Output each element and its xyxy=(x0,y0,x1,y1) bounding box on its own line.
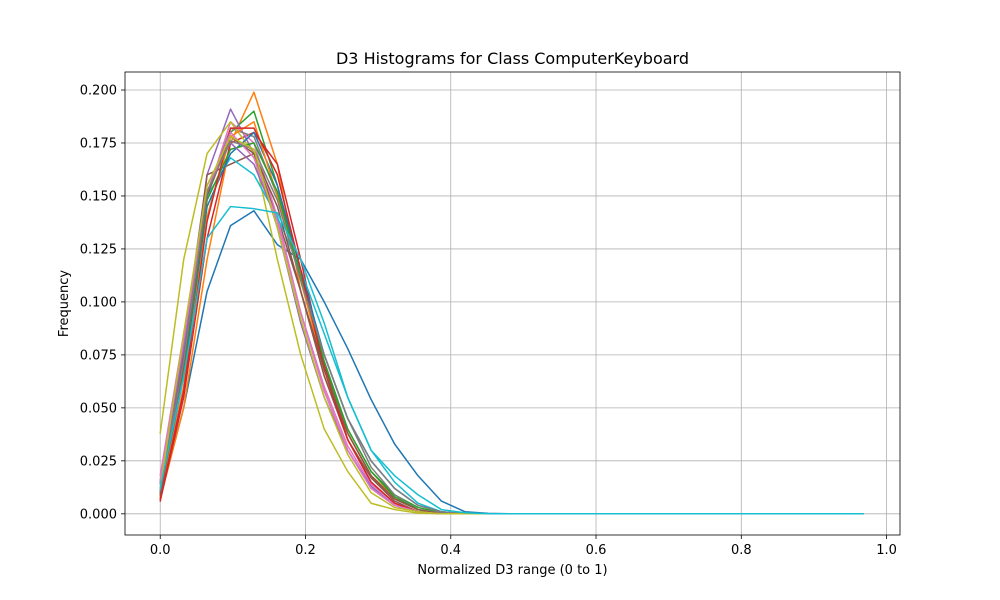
series-line-5 xyxy=(159,108,864,515)
y-tick-label: 0.100 xyxy=(80,295,117,310)
x-tick-label: 0.2 xyxy=(295,543,316,558)
x-tick-label: 0.8 xyxy=(731,543,752,558)
y-tick-label: 0.050 xyxy=(80,401,117,416)
y-tick-label: 0.150 xyxy=(80,189,117,204)
y-tick-label: 0.175 xyxy=(80,136,117,151)
x-axis-label: Normalized D3 range (0 to 1) xyxy=(417,563,607,578)
x-tick-label: 1.0 xyxy=(876,543,897,558)
plot-frame xyxy=(124,71,901,536)
y-tick-label: 0.075 xyxy=(80,348,117,363)
series-line-2 xyxy=(159,91,864,515)
y-tick-label: 0.125 xyxy=(80,242,117,257)
grid xyxy=(125,72,900,535)
series-line-13 xyxy=(159,142,864,515)
x-axis-ticks: 0.0 0.2 0.4 0.6 0.8 1.0 xyxy=(150,535,897,558)
series-line-20 xyxy=(159,205,864,515)
y-tick-label: 0.200 xyxy=(80,84,117,99)
y-tick-label: 0.000 xyxy=(80,507,117,522)
y-tick-label: 0.025 xyxy=(80,454,117,469)
x-tick-label: 0.0 xyxy=(150,543,171,558)
y-axis-ticks: 0.000 0.025 0.050 0.075 0.100 0.125 0.150 0.175… xyxy=(80,84,125,522)
series-line-1 xyxy=(159,210,864,515)
y-axis-label: Frequency xyxy=(57,270,72,337)
x-tick-label: 0.6 xyxy=(586,543,607,558)
series-group xyxy=(159,91,864,515)
series-line-15 xyxy=(159,142,864,515)
series-line-3 xyxy=(159,110,864,515)
chart-title: D3 Histograms for Class ComputerKeyboard xyxy=(336,49,689,68)
x-tick-label: 0.4 xyxy=(440,543,461,558)
